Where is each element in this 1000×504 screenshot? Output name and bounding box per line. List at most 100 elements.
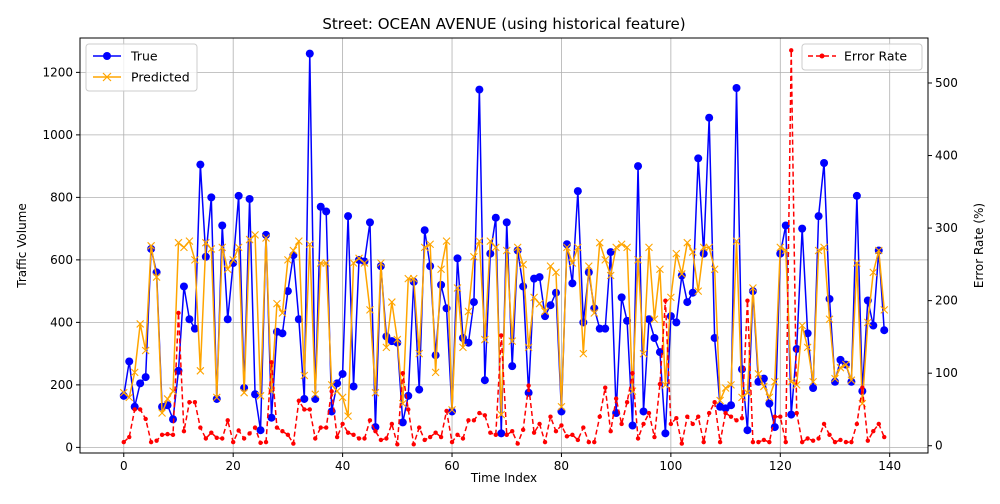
true-point (267, 413, 276, 422)
predicted-point (754, 370, 763, 378)
error-rate-point (477, 410, 482, 416)
plot-frame (79, 37, 929, 454)
error-rate-point (433, 430, 438, 435)
y-axis-right-label: Error Rate (%) (972, 203, 986, 288)
y-axis-left: 0 200 400 600 800 1000 1200 (42, 65, 80, 454)
true-point (316, 202, 325, 211)
true-point (699, 249, 708, 258)
predicted-point (798, 321, 807, 330)
true-point (705, 113, 714, 122)
predicted-point (552, 268, 560, 277)
predicted-point (218, 243, 227, 252)
x-tick-label: 100 (659, 459, 682, 473)
true-point (491, 213, 500, 222)
predicted-point (355, 254, 363, 263)
error-rate-point (832, 439, 838, 445)
error-rate-point (794, 410, 799, 416)
error-rate-point (411, 442, 416, 447)
error-rate-point (624, 400, 630, 405)
true-point (464, 338, 473, 347)
predicted-point (787, 377, 796, 386)
predicted-point (820, 243, 828, 252)
predicted-point (519, 260, 528, 269)
predicted-point (579, 349, 588, 358)
error-rate-point (510, 429, 515, 434)
error-rate-point (701, 439, 706, 445)
true-point (743, 426, 752, 435)
predicted-point (371, 388, 380, 397)
predicted-point (152, 273, 161, 281)
predicted-point (880, 305, 889, 314)
error-rate-point (127, 434, 132, 440)
error-rate-point (674, 415, 679, 421)
error-rate-point (345, 430, 351, 435)
true-point (803, 329, 812, 338)
true-point (617, 293, 626, 302)
error-rate-point (362, 436, 367, 441)
error-rate-point (515, 441, 520, 446)
error-rate-point (493, 432, 498, 438)
error-rate-point (187, 400, 192, 405)
error-rate-point (537, 421, 542, 427)
predicted-point (831, 374, 839, 383)
true-point (595, 324, 604, 333)
y-left-tick-label: 200 (50, 378, 73, 392)
true-point (781, 221, 790, 230)
true-point (694, 154, 703, 163)
predicted-point (623, 243, 631, 252)
predicted-point (727, 380, 735, 389)
true-point (727, 401, 736, 410)
error-rate-point (192, 400, 198, 405)
predicted-point (420, 243, 429, 252)
true-point (869, 321, 878, 330)
true-point (311, 394, 320, 403)
error-rate-point (619, 421, 624, 427)
error-rate-point (280, 429, 285, 434)
error-rate-point (356, 436, 362, 441)
error-rate-point (181, 429, 187, 434)
error-rate-point (269, 360, 274, 365)
error-rate-point (230, 439, 236, 445)
error-rate-point (395, 442, 400, 447)
predicted-point (803, 343, 812, 352)
true-point (212, 394, 221, 403)
true-point (825, 294, 834, 303)
error-rate-point (334, 434, 340, 440)
error-rate-point (449, 439, 455, 445)
x-tick-label: 140 (878, 459, 901, 473)
error-rate-point (132, 407, 137, 412)
true-point (125, 357, 134, 366)
predicted-point (262, 234, 270, 242)
error-rate-point (378, 437, 384, 443)
predicted-point (163, 395, 172, 403)
legend-right-frame (801, 43, 923, 71)
true-point (136, 379, 145, 388)
predicted-point (442, 237, 451, 246)
error-rate-point (400, 370, 405, 376)
predicted-point (661, 380, 670, 389)
error-rate-point (652, 434, 657, 440)
true-point (185, 315, 194, 324)
true-point (852, 191, 861, 200)
error-rate-point (734, 418, 739, 423)
predicted-point (869, 268, 878, 277)
predicted-point (809, 377, 817, 386)
true-point (283, 287, 292, 296)
error-rate-point (499, 333, 504, 338)
error-rate-point (548, 414, 553, 419)
error-rate-point (849, 439, 854, 445)
predicted-point (377, 259, 385, 267)
error-rate-point (799, 439, 805, 445)
predicted-point (470, 252, 478, 261)
true-point (562, 240, 571, 249)
error-rate-point (263, 439, 269, 445)
predicted-point (491, 243, 500, 252)
error-rate-point (318, 425, 323, 430)
error-rate-point (351, 432, 356, 438)
error-rate-point (143, 416, 148, 422)
true-point (245, 194, 254, 203)
predicted-point (502, 246, 511, 255)
true-point (218, 221, 227, 230)
error-rate-point (373, 429, 378, 434)
predicted-point (497, 410, 506, 419)
